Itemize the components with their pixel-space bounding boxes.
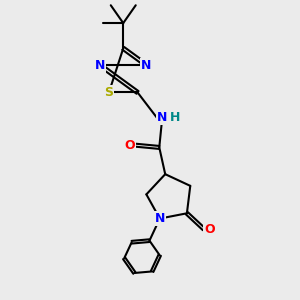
Text: N: N <box>154 212 165 225</box>
Text: N: N <box>157 111 167 124</box>
Text: O: O <box>204 223 214 236</box>
Text: N: N <box>95 59 105 72</box>
Text: O: O <box>124 139 135 152</box>
Text: S: S <box>104 86 113 99</box>
Text: H: H <box>169 111 180 124</box>
Text: N: N <box>141 59 152 72</box>
